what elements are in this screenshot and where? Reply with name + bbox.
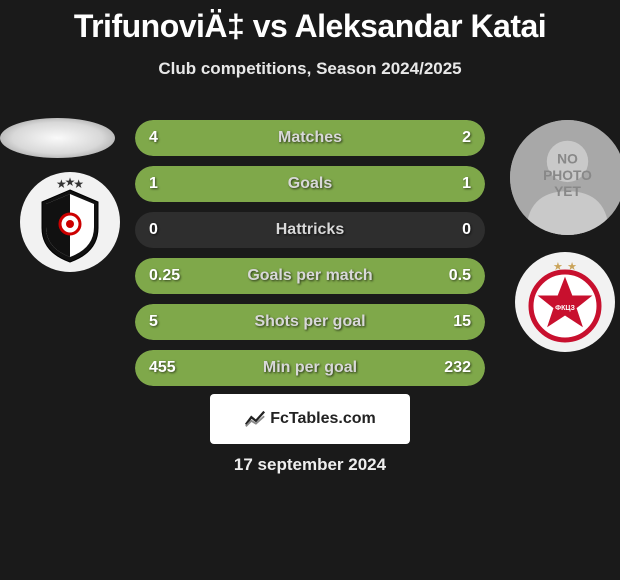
stat-row: 5Shots per goal15: [135, 304, 485, 340]
club-badge-right: ★ ★ ФКЦЗ: [515, 252, 615, 352]
stat-value-right: 0.5: [449, 267, 471, 285]
stat-row: 4Matches2: [135, 120, 485, 156]
stat-row: 1Goals1: [135, 166, 485, 202]
club-badge-left: ★ ★ ★: [20, 172, 120, 272]
stat-label: Goals per match: [135, 267, 485, 285]
stat-row: 0.25Goals per match0.5: [135, 258, 485, 294]
svg-text:NO: NO: [557, 152, 578, 167]
svg-text:★: ★: [553, 261, 563, 273]
stat-value-right: 232: [444, 359, 471, 377]
stat-row: 455Min per goal232: [135, 350, 485, 386]
footer-brand-text: FcTables.com: [270, 410, 376, 428]
player-right-avatar: NO PHOTO YET: [510, 120, 620, 235]
svg-text:★: ★: [567, 261, 577, 273]
footer-date: 17 september 2024: [0, 455, 620, 475]
player-left-avatar: [0, 118, 115, 158]
stats-panel: 4Matches2 1Goals1 0Hattricks0 0.25Goals per…: [135, 120, 485, 396]
svg-text:PHOTO: PHOTO: [543, 168, 592, 183]
stat-value-right: 15: [453, 313, 471, 331]
stat-value-right: 0: [462, 221, 471, 239]
stat-label: Shots per goal: [135, 313, 485, 331]
svg-text:YET: YET: [554, 184, 581, 199]
stat-label: Matches: [135, 129, 485, 147]
subtitle: Club competitions, Season 2024/2025: [0, 59, 620, 79]
svg-text:★: ★: [73, 177, 84, 191]
stat-value-right: 2: [462, 129, 471, 147]
stat-value-right: 1: [462, 175, 471, 193]
stat-label: Min per goal: [135, 359, 485, 377]
stat-label: Hattricks: [135, 221, 485, 239]
svg-text:ФКЦЗ: ФКЦЗ: [555, 305, 575, 312]
footer-brand-badge[interactable]: FcTables.com: [210, 394, 410, 444]
stat-label: Goals: [135, 175, 485, 193]
page-title: TrifunoviÄ‡ vs Aleksandar Katai: [0, 0, 620, 45]
chart-icon: [244, 408, 266, 430]
stat-row: 0Hattricks0: [135, 212, 485, 248]
